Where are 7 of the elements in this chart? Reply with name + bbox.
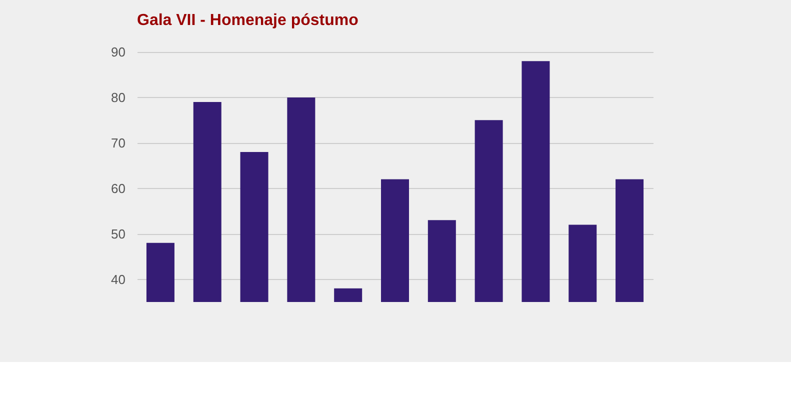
y-tick-label: 60: [111, 180, 126, 196]
y-tick-label: 70: [111, 135, 126, 150]
y-tick-label: 40: [111, 272, 126, 287]
chart-title: Gala VII - Homenaje póstumo: [137, 12, 359, 29]
y-tick-label: 50: [111, 226, 126, 242]
y-tick-label: 90: [111, 44, 126, 60]
y-tick-label: 80: [111, 90, 126, 105]
